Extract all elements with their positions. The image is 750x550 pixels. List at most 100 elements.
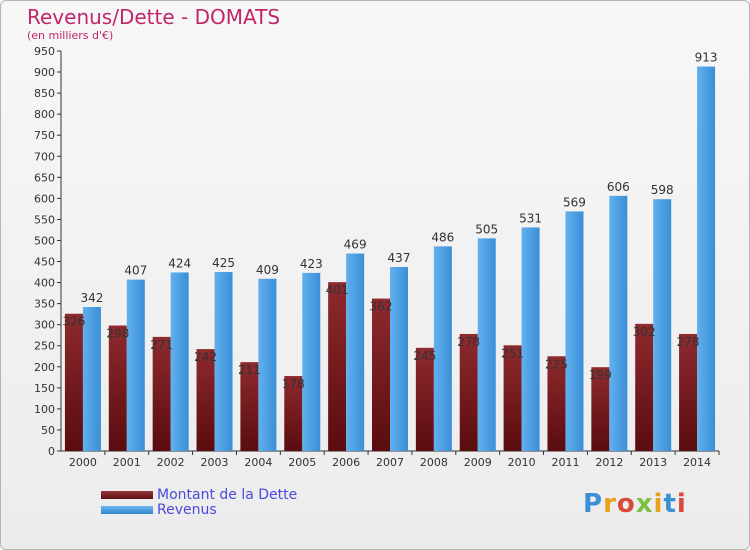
bar-revenue (214, 272, 233, 451)
data-label-debt: 178 (282, 377, 305, 391)
data-label-revenue: 569 (563, 195, 586, 209)
bar-revenue (126, 279, 145, 451)
y-tick-label: 550 (34, 213, 55, 226)
legend: Montant de la Dette Revenus (101, 487, 297, 518)
bar-debt (108, 325, 127, 451)
x-tick-label: 2011 (551, 456, 579, 469)
bars (64, 66, 716, 451)
data-label-debt: 302 (633, 325, 656, 339)
bar-revenue (697, 66, 716, 451)
data-label-debt: 225 (545, 357, 568, 371)
data-label-revenue: 486 (431, 230, 454, 244)
data-label-revenue: 409 (256, 263, 279, 277)
bar-debt (152, 336, 171, 451)
data-label-debt: 278 (677, 335, 700, 349)
data-label-debt: 199 (589, 368, 612, 382)
data-label-revenue: 425 (212, 256, 235, 270)
bar-revenue (258, 278, 277, 451)
x-tick-label: 2006 (332, 456, 360, 469)
logo-letter: P (583, 489, 604, 519)
y-tick-label: 700 (34, 150, 55, 163)
bar-revenue (346, 253, 365, 451)
bar-debt (240, 362, 259, 451)
data-label-debt: 362 (370, 300, 393, 314)
data-label-debt: 245 (413, 349, 436, 363)
logo-letter: x (635, 489, 654, 519)
bar-debt (459, 333, 478, 451)
bar-revenue (82, 307, 101, 451)
y-tick-label: 800 (34, 108, 55, 121)
bar-revenue (653, 199, 672, 451)
y-tick-label: 600 (34, 192, 55, 205)
x-tick-label: 2008 (420, 456, 448, 469)
bar-revenue (477, 238, 496, 451)
y-tick-label: 0 (48, 445, 55, 458)
logo-letter: i (676, 489, 687, 519)
y-tick-label: 50 (41, 424, 55, 437)
legend-swatch-revenue (101, 505, 153, 514)
x-tick-label: 2010 (508, 456, 536, 469)
y-tick-label: 950 (34, 45, 55, 58)
bar-debt (196, 349, 215, 451)
bar-debt (372, 298, 390, 451)
data-label-revenue: 437 (388, 251, 411, 265)
data-label-revenue: 606 (607, 180, 630, 194)
bar-debt (284, 376, 303, 451)
bar-debt (679, 333, 698, 451)
bar-debt (591, 367, 610, 451)
x-tick-label: 2003 (201, 456, 229, 469)
x-tick-label: 2014 (683, 456, 711, 469)
data-label-revenue: 469 (344, 238, 367, 252)
x-tick-label: 2002 (157, 456, 185, 469)
bar-debt (635, 323, 654, 451)
x-tick-label: 2005 (288, 456, 316, 469)
logo-letter: o (616, 489, 636, 519)
legend-label-revenue: Revenus (157, 501, 217, 518)
data-label-revenue: 423 (300, 257, 323, 271)
bar-debt (503, 345, 522, 451)
x-tick-label: 2012 (595, 456, 623, 469)
bar-revenue (609, 195, 628, 451)
y-tick-label: 250 (34, 340, 55, 353)
axes: 0 50 100 150 200 250 300 350 400 450 500 550 600 650 7… (34, 45, 720, 469)
logo-letter: i (653, 489, 664, 519)
y-tick-label: 300 (34, 319, 55, 332)
bar-revenue (302, 272, 321, 451)
legend-item-debt: Montant de la Dette (101, 487, 297, 503)
x-tick-label: 2004 (244, 456, 272, 469)
data-label-debt: 278 (457, 335, 480, 349)
bar-revenue (521, 227, 540, 451)
x-tick-label: 2000 (69, 456, 97, 469)
bar-debt (64, 313, 83, 451)
legend-swatch-debt (101, 490, 153, 499)
x-tick-label: 2001 (113, 456, 141, 469)
legend-item-revenue: Revenus (101, 501, 297, 518)
logo-letter: r (603, 489, 617, 519)
bar-debt (547, 356, 566, 451)
data-label-debt: 211 (238, 363, 261, 377)
data-label-revenue: 407 (124, 264, 147, 278)
bar-revenue (390, 267, 408, 451)
data-label-revenue: 913 (695, 51, 718, 65)
bar-revenue (170, 272, 189, 451)
y-tick-label: 500 (34, 234, 55, 247)
logo-letter: t (663, 489, 677, 519)
data-label-debt: 298 (106, 327, 129, 341)
y-tick-label: 200 (34, 361, 55, 374)
data-label-revenue: 531 (519, 211, 542, 225)
x-tick-label: 2013 (639, 456, 667, 469)
y-tick-label: 750 (34, 129, 55, 142)
data-label-revenue: 424 (168, 256, 191, 270)
data-label-debt: 326 (62, 315, 85, 329)
data-label-debt: 271 (150, 338, 173, 352)
x-tick-label: 2007 (376, 456, 404, 469)
y-tick-label: 900 (34, 66, 55, 79)
bar-revenue (565, 211, 584, 451)
y-tick-label: 400 (34, 277, 55, 290)
data-label-debt: 401 (326, 283, 349, 297)
y-tick-label: 100 (34, 403, 55, 416)
y-tick-label: 850 (34, 87, 55, 100)
y-tick-label: 350 (34, 298, 55, 311)
